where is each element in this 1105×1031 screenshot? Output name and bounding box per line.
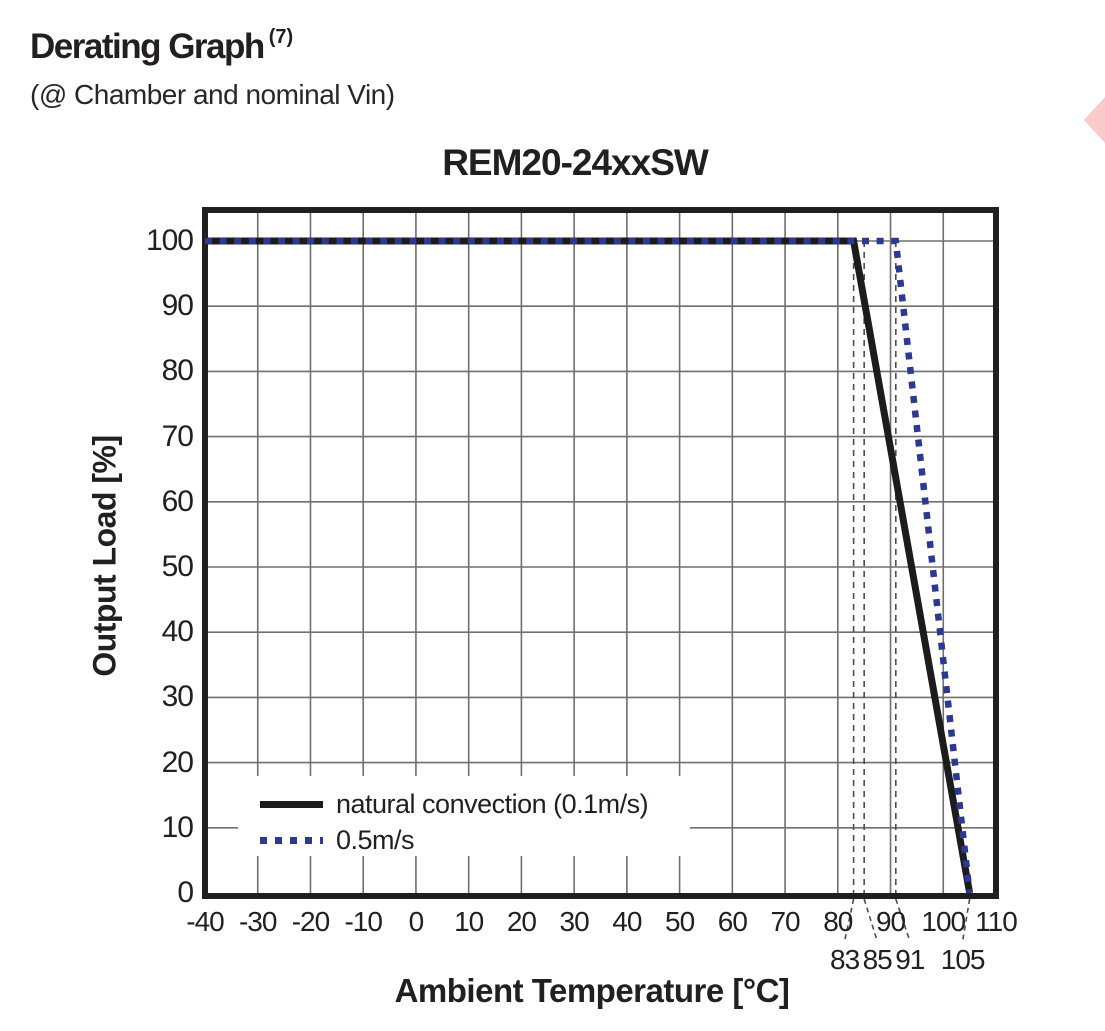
breakpoint-leader-line [895,898,911,942]
y-tick-label: 50 [161,550,194,583]
y-tick-label: 80 [161,354,194,388]
page-margin-arrow-icon [1084,97,1105,143]
x-tick-label: 60 [717,906,748,937]
y-tick-label: 40 [161,615,194,649]
x-tick-label: 0 [408,906,425,937]
breakpoint-leader-line [843,898,855,942]
dotted-line-swatch-icon [260,836,323,844]
solid-line-swatch-icon [260,800,323,808]
breakpoint-leader-line [961,898,971,942]
series-half-meter-per-second-line [205,237,973,894]
legend-item-natural-convection: natural convection (0.1m/s) [260,788,649,819]
x-tick-label: -20 [291,906,330,937]
legend-label-natural-convection: natural convection (0.1m/s) [336,788,649,819]
x-tick-label: 30 [559,906,590,937]
breakpoint-leader-line [863,898,878,942]
y-tick-label: 60 [161,484,194,518]
y-tick-label: 90 [161,289,194,323]
x-tick-label: 80 [823,906,853,937]
page-title-footnote: (7) [268,26,294,48]
x-tick-label: 10 [454,906,484,937]
breakpoint-label: 91 [895,944,925,975]
legend-label-forced-air: 0.5m/s [336,824,415,855]
x-tick-label: 70 [770,906,800,937]
y-tick-label: 0 [177,876,194,909]
x-tick-label: -30 [238,906,277,937]
y-tick-label: 100 [145,224,194,257]
plot-border [202,207,999,899]
breakpoint-label: 105 [940,944,986,975]
y-tick-label: 30 [161,680,194,714]
x-tick-label: -40 [186,906,224,937]
x-axis-title: Ambient Temperature [°C] [394,972,790,1009]
breakpoint-label: 83 [830,944,860,975]
x-tick-label: 40 [612,906,642,937]
page-title: Derating Graph (7) [30,26,293,67]
x-tick-label: 110 [975,906,1018,937]
chart-title: REM20-24xxSW [442,142,709,183]
x-tick-label: 20 [506,906,537,937]
page-subtitle: (@ Chamber and nominal Vin) [30,79,395,110]
y-tick-label: 70 [161,419,194,453]
page-title-text: Derating Graph [30,27,265,66]
x-tick-label: 100 [921,906,966,937]
x-tick-label: 50 [665,906,695,937]
chart-legend: natural convection (0.1m/s) 0.5m/s [238,776,690,856]
x-tick-label: 90 [875,906,906,937]
y-tick-label: 20 [161,745,194,779]
y-tick-label: 10 [161,810,194,844]
x-tick-label: -10 [344,906,382,937]
legend-item-forced-air: 0.5m/s [260,824,415,855]
breakpoint-label: 85 [862,944,893,975]
